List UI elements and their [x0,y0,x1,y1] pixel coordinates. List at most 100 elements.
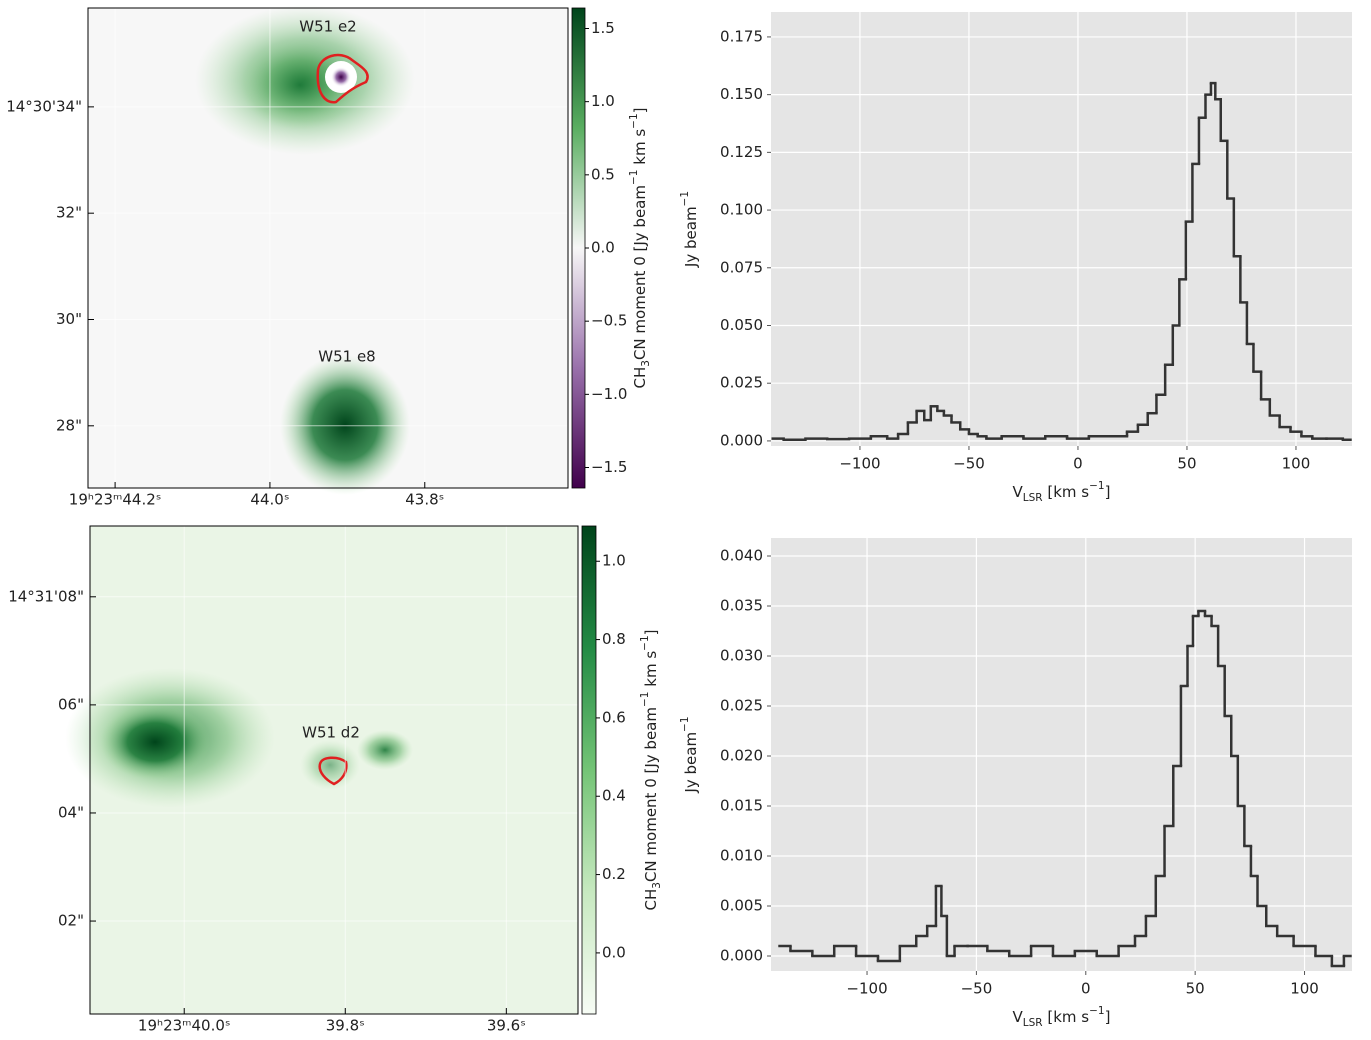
colorbar-label-part: CN moment 0 [Jy beam [631,185,649,360]
y-tick-label: 0.125 [720,143,763,161]
y-tick-label: 0.100 [720,201,763,219]
y-tick-label: 0.005 [720,897,763,915]
y-axis-label: Jy beam−1 [679,716,700,793]
y-tick-label: 0.030 [720,647,763,665]
x-tick-label: 44.0ˢ [250,491,289,509]
colorbar-tick-label: 0.0 [602,943,626,961]
plot-background [771,538,1352,971]
colorbar [571,7,586,489]
x-axis-label-part: LSR [1023,492,1043,504]
colorbar-label-part: CN moment 0 [Jy beam [642,707,660,882]
y-tick-label: 0.035 [720,597,763,615]
y-axis-label-part: Jy beam [682,732,700,794]
x-tick-label: 100 [1282,455,1311,473]
map-frame [89,525,579,1015]
y-tick-label: 0.025 [720,697,763,715]
x-tick-label: −50 [953,455,985,473]
x-axis-label-part: ] [1105,483,1111,501]
y-tick-label: 0.075 [720,258,763,276]
colorbar-label-part: km s [642,651,660,692]
source-label: W51 e8 [318,348,375,366]
y-axis-label-part: −1 [679,716,691,731]
x-tick-label: 43.8ˢ [405,491,444,509]
colorbar-tick-label: 1.0 [602,552,626,570]
y-tick-label: 06" [58,695,84,713]
x-axis-label-part: [km s [1043,483,1090,501]
colorbar-label: CH3CN moment 0 [Jy beam−1 km s−1] [639,630,663,911]
y-tick-label: 0.175 [720,27,763,45]
x-axis-label: VLSR [km s−1] [1013,1005,1111,1029]
y-tick-label: 02" [58,912,84,930]
colorbar-label: CH3CN moment 0 [Jy beam−1 km s−1] [628,108,652,389]
colorbar-tick-label: −0.5 [591,312,627,330]
colorbar-label-part: CH [642,889,660,911]
colorbar-label-part: −1 [628,113,640,128]
x-axis-label-part: LSR [1023,1017,1043,1029]
x-tick-label: 50 [1186,980,1205,998]
x-tick-label: 0 [1073,455,1083,473]
x-axis-label-part: −1 [1089,1005,1104,1017]
y-tick-label: 0.010 [720,847,763,865]
x-tick-label: −100 [839,455,880,473]
y-tick-label: 0.000 [720,947,763,965]
y-tick-label: 14°31'08" [8,587,84,605]
colorbar-tick-label: 0.4 [602,787,626,805]
colorbar-tick-label: 0.0 [591,239,615,257]
y-tick-label: 04" [58,803,84,821]
x-axis-label-part: V [1013,1008,1024,1026]
x-tick-label: 50 [1177,455,1196,473]
x-tick-label: 39.8ˢ [326,1017,365,1035]
colorbar-tick-label: 0.2 [602,865,626,883]
source-label: W51 d2 [302,724,360,742]
colorbar-label-part: km s [631,129,649,170]
colorbar-label-part: CH [631,367,649,389]
x-tick-label: 0 [1081,980,1091,998]
y-axis-label-part: Jy beam [682,206,700,268]
y-axis-label: Jy beam−1 [679,191,700,268]
y-tick-label: 0.150 [720,85,763,103]
colorbar-label-part: −1 [639,692,651,707]
x-axis-label-part: V [1013,483,1024,501]
y-axis-label-part: −1 [679,191,691,206]
x-axis-label-part: −1 [1089,480,1104,492]
y-tick-label: 0.050 [720,316,763,334]
colorbar-label-part: 3 [640,360,652,367]
x-tick-label: −50 [961,980,993,998]
x-axis-label-part: ] [1105,1008,1111,1026]
colorbar-tick-label: −1.5 [591,458,627,476]
x-tick-label: 100 [1290,980,1319,998]
y-tick-label: 0.015 [720,797,763,815]
colorbar-label-part: ] [642,630,660,636]
source-label: W51 e2 [299,18,356,36]
colorbar-label-part: ] [631,108,649,114]
x-tick-label: 19ʰ23ᵐ40.0ˢ [138,1017,231,1035]
colorbar-tick-label: 1.5 [591,19,615,37]
y-tick-label: 30" [56,310,82,328]
y-tick-label: 14°30'34" [6,97,82,115]
colorbar-tick-label: 0.8 [602,630,626,648]
y-tick-label: 0.020 [720,747,763,765]
y-tick-label: 28" [56,416,82,434]
colorbar-tick-label: −1.0 [591,385,627,403]
colorbar [581,525,597,1015]
map-frame [87,7,569,489]
map-image-top [88,5,568,495]
x-axis-label: VLSR [km s−1] [1013,480,1111,504]
plot-background [771,12,1352,446]
y-tick-label: 0.040 [720,547,763,565]
y-tick-label: 0.000 [720,431,763,449]
colorbar-tick-label: 1.0 [591,92,615,110]
x-tick-label: 19ʰ23ᵐ44.2ˢ [69,491,162,509]
colorbar-label-part: −1 [639,635,651,650]
x-tick-label: −100 [846,980,887,998]
colorbar-label-part: −1 [628,170,640,185]
x-tick-label: 39.6ˢ [487,1017,526,1035]
colorbar-label-part: 3 [651,882,663,889]
y-tick-label: 32" [56,204,82,222]
map-image-bottom [65,526,578,1014]
x-axis-label-part: [km s [1043,1008,1090,1026]
colorbar-tick-label: 0.6 [602,708,626,726]
y-tick-label: 0.025 [720,374,763,392]
colorbar-tick-label: 0.5 [591,165,615,183]
